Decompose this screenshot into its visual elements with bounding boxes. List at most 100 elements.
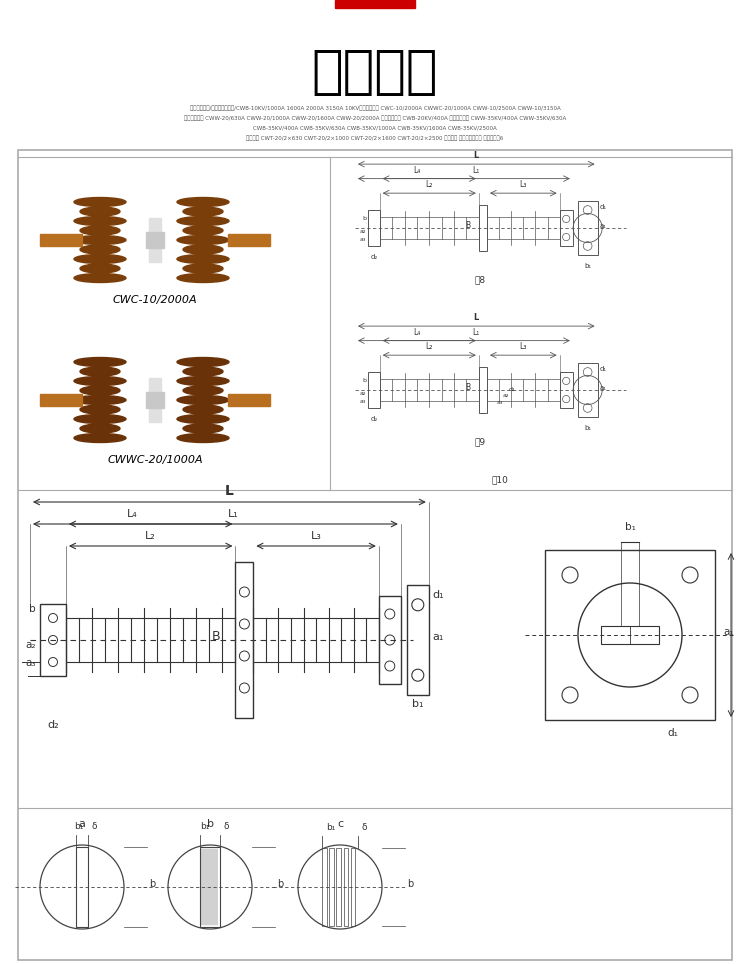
Bar bbox=[146, 232, 164, 248]
Ellipse shape bbox=[80, 245, 120, 254]
Bar bbox=[228, 394, 270, 406]
Ellipse shape bbox=[183, 245, 223, 254]
Ellipse shape bbox=[183, 405, 223, 414]
Text: 户外穿墙套管 CWW-20/630A CWW-20/1000A CWW-20/1600A CWW-20/2000A 户内穿墙套管 CWB-20KV/400A 户: 户外穿墙套管 CWW-20/630A CWW-20/1000A CWW-20/1… bbox=[184, 116, 566, 120]
Text: 铜排穿墙套管/变压器出线套管/CWB-10KV/1000A 1600A 2000A 3150A 10KV户外穿墙套管 CWC-10/2000A CWWC-20/: 铜排穿墙套管/变压器出线套管/CWB-10KV/1000A 1600A 2000… bbox=[190, 105, 560, 111]
Text: d₁: d₁ bbox=[667, 728, 678, 738]
Text: a₂: a₂ bbox=[26, 640, 36, 650]
Bar bbox=[344, 848, 348, 925]
Text: a₃: a₃ bbox=[497, 400, 503, 405]
Ellipse shape bbox=[74, 254, 126, 263]
Text: b₁: b₁ bbox=[584, 263, 591, 269]
Ellipse shape bbox=[177, 198, 229, 206]
Text: L₂: L₂ bbox=[425, 180, 433, 189]
Text: b: b bbox=[278, 879, 284, 889]
Bar bbox=[368, 210, 380, 246]
Text: L: L bbox=[474, 151, 479, 160]
Text: L₄: L₄ bbox=[413, 166, 421, 174]
Text: b: b bbox=[407, 879, 413, 889]
Text: a: a bbox=[79, 819, 86, 829]
Text: δ: δ bbox=[91, 822, 97, 831]
Bar bbox=[351, 848, 355, 925]
Text: 图10: 图10 bbox=[491, 475, 508, 484]
Bar bbox=[40, 234, 82, 246]
Bar bbox=[478, 205, 487, 251]
Ellipse shape bbox=[183, 264, 223, 273]
Bar bbox=[228, 234, 270, 246]
Text: L₂: L₂ bbox=[146, 531, 156, 541]
Ellipse shape bbox=[183, 424, 223, 433]
Ellipse shape bbox=[183, 207, 223, 216]
Bar bbox=[368, 372, 380, 408]
Ellipse shape bbox=[177, 254, 229, 263]
Bar bbox=[379, 596, 400, 684]
Ellipse shape bbox=[74, 274, 126, 282]
Ellipse shape bbox=[80, 226, 120, 235]
Ellipse shape bbox=[177, 217, 229, 226]
Text: a₁: a₁ bbox=[723, 627, 734, 637]
Ellipse shape bbox=[177, 235, 229, 245]
Text: a₂: a₂ bbox=[503, 392, 509, 397]
Text: b₁: b₁ bbox=[625, 522, 635, 532]
Text: d₂: d₂ bbox=[370, 254, 377, 260]
Text: L: L bbox=[225, 484, 234, 498]
Text: a₂: a₂ bbox=[360, 229, 366, 234]
Text: a₃: a₃ bbox=[360, 237, 366, 242]
Text: 图9: 图9 bbox=[475, 438, 486, 446]
Text: a₁: a₁ bbox=[599, 385, 607, 391]
Bar bbox=[92, 362, 108, 438]
Text: L: L bbox=[474, 313, 479, 322]
Bar bbox=[329, 848, 334, 925]
Ellipse shape bbox=[177, 358, 229, 366]
Text: L₃: L₃ bbox=[520, 180, 527, 189]
Text: CWC-10/2000A: CWC-10/2000A bbox=[112, 295, 197, 305]
Text: 图8: 图8 bbox=[475, 276, 486, 284]
Ellipse shape bbox=[80, 207, 120, 216]
Text: δ: δ bbox=[223, 822, 229, 831]
Text: c: c bbox=[337, 819, 343, 829]
Bar bbox=[560, 210, 573, 246]
Text: b: b bbox=[206, 819, 214, 829]
Ellipse shape bbox=[74, 395, 126, 405]
Ellipse shape bbox=[177, 434, 229, 442]
Ellipse shape bbox=[177, 395, 229, 405]
Text: d₂: d₂ bbox=[47, 720, 58, 730]
Text: L₁: L₁ bbox=[472, 328, 480, 336]
Text: a₃: a₃ bbox=[26, 658, 36, 668]
Text: b: b bbox=[362, 378, 366, 383]
Ellipse shape bbox=[183, 226, 223, 235]
Text: b₁: b₁ bbox=[74, 822, 84, 831]
Text: d₁: d₁ bbox=[433, 590, 445, 601]
Bar bbox=[18, 150, 732, 960]
Text: a₃: a₃ bbox=[360, 399, 366, 404]
Bar bbox=[149, 378, 161, 422]
Ellipse shape bbox=[80, 264, 120, 273]
Ellipse shape bbox=[183, 367, 223, 376]
Bar bbox=[200, 847, 220, 927]
Text: B: B bbox=[466, 383, 471, 392]
Text: d₂: d₂ bbox=[370, 416, 377, 422]
Bar bbox=[195, 202, 211, 278]
Text: b: b bbox=[362, 216, 366, 221]
Text: a₂: a₂ bbox=[360, 391, 366, 396]
Ellipse shape bbox=[80, 405, 120, 414]
Ellipse shape bbox=[74, 358, 126, 366]
Bar bbox=[578, 362, 598, 417]
Ellipse shape bbox=[177, 274, 229, 282]
Bar bbox=[236, 562, 254, 718]
Text: b₁: b₁ bbox=[584, 425, 591, 431]
Text: b₁: b₁ bbox=[326, 823, 336, 832]
Bar bbox=[146, 392, 164, 408]
Text: B: B bbox=[211, 630, 220, 643]
Ellipse shape bbox=[74, 434, 126, 442]
Text: CWB-35KV/400A CWB-35KV/630A CWB-35KV/1000A CWB-35KV/1600A CWB-35KV/2500A: CWB-35KV/400A CWB-35KV/630A CWB-35KV/100… bbox=[253, 125, 496, 130]
Bar bbox=[337, 848, 341, 925]
Bar bbox=[602, 626, 658, 644]
Ellipse shape bbox=[74, 377, 126, 386]
Ellipse shape bbox=[177, 415, 229, 423]
Bar bbox=[76, 847, 88, 927]
Text: L₃: L₃ bbox=[310, 531, 322, 541]
Text: L₃: L₃ bbox=[520, 342, 527, 351]
Text: a₁: a₁ bbox=[599, 223, 607, 229]
Text: b: b bbox=[149, 879, 155, 889]
